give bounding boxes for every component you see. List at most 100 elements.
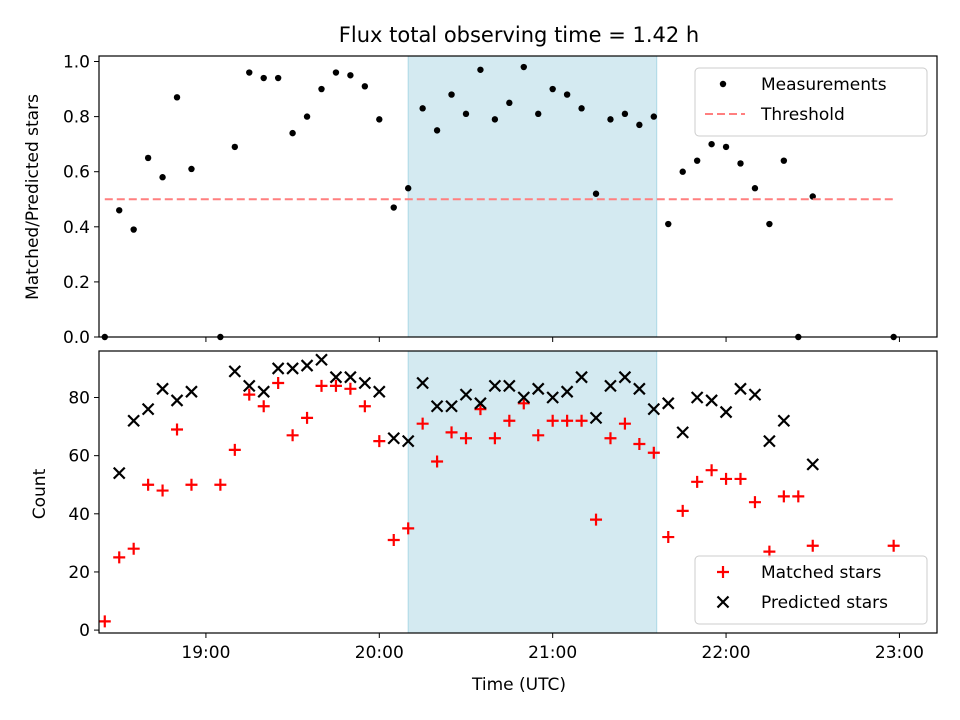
matched-star-point bbox=[748, 496, 761, 509]
matched-star-point bbox=[416, 417, 429, 430]
predicted-star-point bbox=[127, 414, 140, 428]
legend-predicted-swatch bbox=[716, 595, 730, 609]
measurement-point bbox=[390, 204, 397, 211]
predicted-star-point bbox=[401, 434, 415, 448]
matched-star-point bbox=[445, 426, 458, 439]
predicted-star-point bbox=[690, 391, 704, 404]
matched-star-point bbox=[517, 397, 530, 410]
predicted-star-point bbox=[604, 379, 617, 393]
measurement-point bbox=[563, 91, 571, 98]
matched-star-point bbox=[315, 379, 328, 392]
predicted-star-point bbox=[300, 359, 314, 372]
matched-star-point bbox=[431, 455, 444, 468]
measurement-point bbox=[419, 105, 426, 112]
bottom-y-axis-label: Count bbox=[30, 468, 50, 519]
measurement-point bbox=[332, 69, 340, 76]
matched-star-point bbox=[98, 615, 111, 628]
bottom-x-tick-label: 19:00 bbox=[181, 643, 230, 663]
measurement-point bbox=[289, 129, 296, 137]
chart-title: Flux total observing time = 1.42 h bbox=[339, 23, 699, 47]
bottom-x-tick-label: 23:00 bbox=[875, 643, 924, 663]
measurement-point bbox=[404, 185, 412, 192]
matched-star-point bbox=[488, 432, 501, 445]
bottom-panel-counts: 0 20 40 60 80 19:00 20:00 21:00 22:00 23:00 Matche… bbox=[68, 350, 938, 663]
measurement-point bbox=[693, 157, 701, 164]
predicted-star-point bbox=[763, 434, 776, 448]
legend-box bbox=[694, 67, 928, 137]
measurement-point bbox=[376, 116, 383, 123]
matched-star-point bbox=[705, 464, 718, 477]
matched-star-point bbox=[127, 542, 140, 555]
legend-matched-swatch bbox=[717, 566, 729, 578]
measurement-point bbox=[448, 91, 455, 98]
top-legend: Measurements Threshold bbox=[694, 67, 928, 137]
top-y-tick-label: 0.0 bbox=[63, 328, 90, 348]
measurement-point bbox=[809, 193, 816, 200]
top-axes-frame bbox=[98, 55, 938, 338]
predicted-star-point bbox=[387, 431, 401, 445]
predicted-star-point bbox=[141, 402, 155, 416]
predicted-star-point bbox=[748, 388, 762, 401]
predicted-star-point bbox=[676, 426, 689, 439]
legend-label: Matched stars bbox=[761, 563, 881, 583]
matched-star-point bbox=[113, 551, 126, 564]
matched-star-point bbox=[503, 414, 516, 427]
legend-label: Measurements bbox=[761, 75, 887, 95]
matched-star-point bbox=[633, 438, 646, 451]
matched-star-point bbox=[676, 504, 689, 517]
predicted-star-point bbox=[257, 385, 270, 398]
matched-star-point bbox=[546, 414, 559, 427]
matched-star-point bbox=[532, 429, 545, 442]
bottom-y-tick-label: 80 bbox=[68, 389, 90, 409]
matched-star-point bbox=[257, 400, 270, 413]
matched-star-point bbox=[156, 484, 169, 497]
predicted-star-point bbox=[546, 391, 559, 404]
measurement-point bbox=[462, 110, 470, 118]
matched-star-point bbox=[373, 435, 386, 448]
matched-star-point bbox=[142, 478, 155, 491]
bottom-x-tick-label: 22:00 bbox=[702, 643, 751, 663]
predicted-star-point bbox=[633, 382, 646, 396]
measurement-point bbox=[347, 72, 354, 79]
bottom-x-tick-label: 21:00 bbox=[528, 643, 577, 663]
top-shaded-region bbox=[407, 55, 658, 338]
top-y-tick-label: 1.0 bbox=[63, 53, 90, 73]
matched-star-point bbox=[214, 478, 227, 491]
measurement-point bbox=[621, 110, 629, 118]
bottom-series-predicted-stars bbox=[112, 353, 820, 480]
measurement-point bbox=[130, 226, 137, 233]
predicted-star-point bbox=[705, 394, 718, 407]
predicted-star-point bbox=[445, 399, 458, 413]
predicted-star-point bbox=[344, 370, 357, 384]
top-y-tick-label: 0.2 bbox=[63, 273, 90, 293]
legend-measurement-swatch bbox=[719, 80, 727, 88]
measurement-point bbox=[361, 83, 369, 90]
matched-star-point bbox=[358, 400, 371, 413]
predicted-star-point bbox=[474, 397, 487, 410]
bottom-y-tick-label: 0 bbox=[79, 621, 90, 641]
predicted-star-point bbox=[459, 388, 473, 401]
measurement-point bbox=[116, 207, 123, 214]
matched-star-point bbox=[777, 490, 790, 503]
matched-star-point bbox=[691, 475, 704, 488]
measurement-point bbox=[650, 113, 658, 120]
predicted-star-point bbox=[647, 402, 661, 416]
predicted-star-point bbox=[185, 385, 198, 398]
predicted-star-point bbox=[806, 458, 820, 471]
predicted-star-point bbox=[228, 365, 242, 378]
measurement-point bbox=[246, 69, 253, 76]
measurement-point bbox=[535, 110, 542, 118]
measurement-point bbox=[260, 74, 267, 82]
matched-star-point bbox=[662, 531, 675, 544]
measurement-point bbox=[578, 105, 585, 112]
predicted-star-point bbox=[503, 379, 516, 393]
x-axis-label: Time (UTC) bbox=[471, 675, 566, 695]
measurement-point bbox=[766, 220, 773, 228]
matched-star-point bbox=[387, 533, 400, 546]
measurement-point bbox=[303, 113, 311, 120]
predicted-star-point bbox=[170, 394, 184, 407]
predicted-star-point bbox=[416, 376, 429, 390]
matched-star-point bbox=[792, 490, 805, 503]
matched-star-point bbox=[329, 379, 342, 392]
